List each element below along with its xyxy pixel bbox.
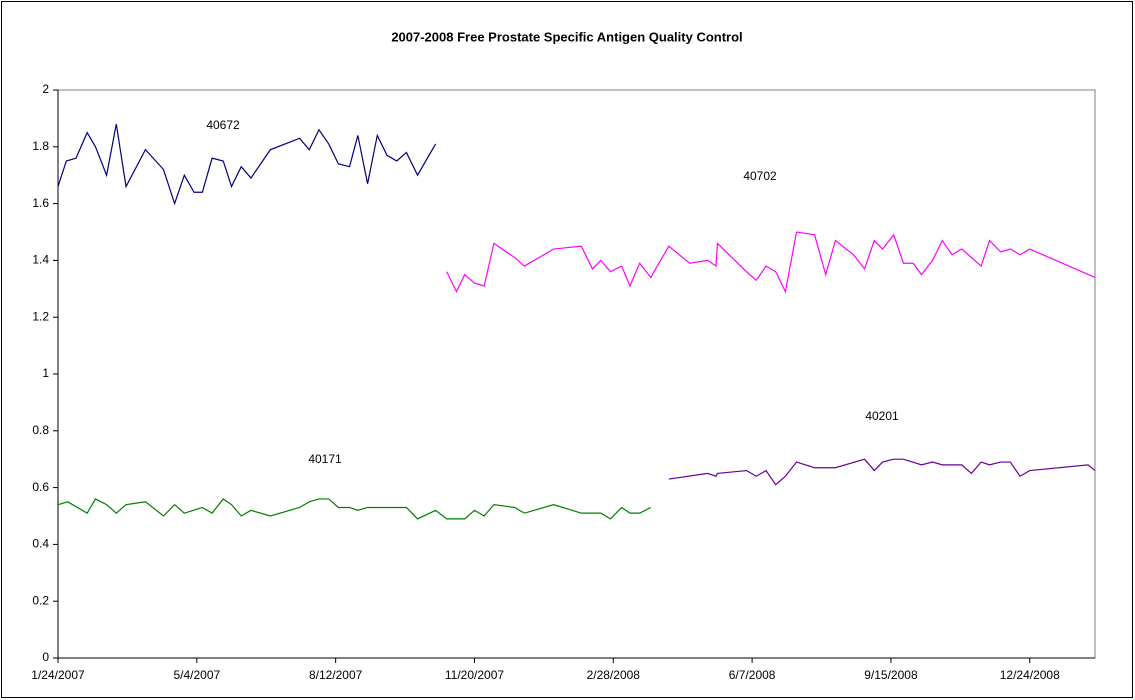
y-tick-label: 1.2: [32, 309, 49, 323]
plot-area: [57, 89, 1096, 659]
x-tick-label: 2/28/2008: [587, 668, 641, 682]
series-label: 40201: [865, 409, 899, 423]
series-line: [668, 458, 1096, 486]
x-tick-label: 11/20/2007: [445, 668, 504, 682]
x-tick-label: 12/24/2008: [1000, 668, 1060, 682]
y-tick-label: 0: [42, 650, 49, 664]
x-tick-label: 5/4/2007: [173, 668, 220, 682]
y-tick-label: 2: [42, 82, 49, 96]
series-label: 40672: [206, 118, 240, 132]
y-tick-label: 1.4: [32, 253, 49, 267]
y-tick-label: 1.8: [32, 139, 49, 153]
y-tick-label: 0.2: [32, 593, 49, 607]
y-tick-label: 0.6: [32, 480, 49, 494]
series-label: 40702: [743, 169, 777, 183]
y-tick-label: 1: [42, 366, 49, 380]
x-tick-label: 1/24/2007: [31, 668, 85, 682]
x-tick-label: 6/7/2008: [729, 668, 776, 682]
x-tick-label: 9/15/2008: [864, 668, 918, 682]
x-tick-label: 8/12/2007: [309, 668, 363, 682]
y-tick-label: 1.6: [32, 196, 49, 210]
y-tick-label: 0.4: [32, 537, 49, 551]
series-label: 40171: [308, 452, 342, 466]
chart-title: 2007-2008 Free Prostate Specific Antigen…: [391, 29, 742, 44]
series-line: [446, 231, 1096, 294]
series-line: [57, 498, 652, 520]
y-tick-label: 0.8: [32, 423, 49, 437]
series-line: [57, 123, 437, 206]
